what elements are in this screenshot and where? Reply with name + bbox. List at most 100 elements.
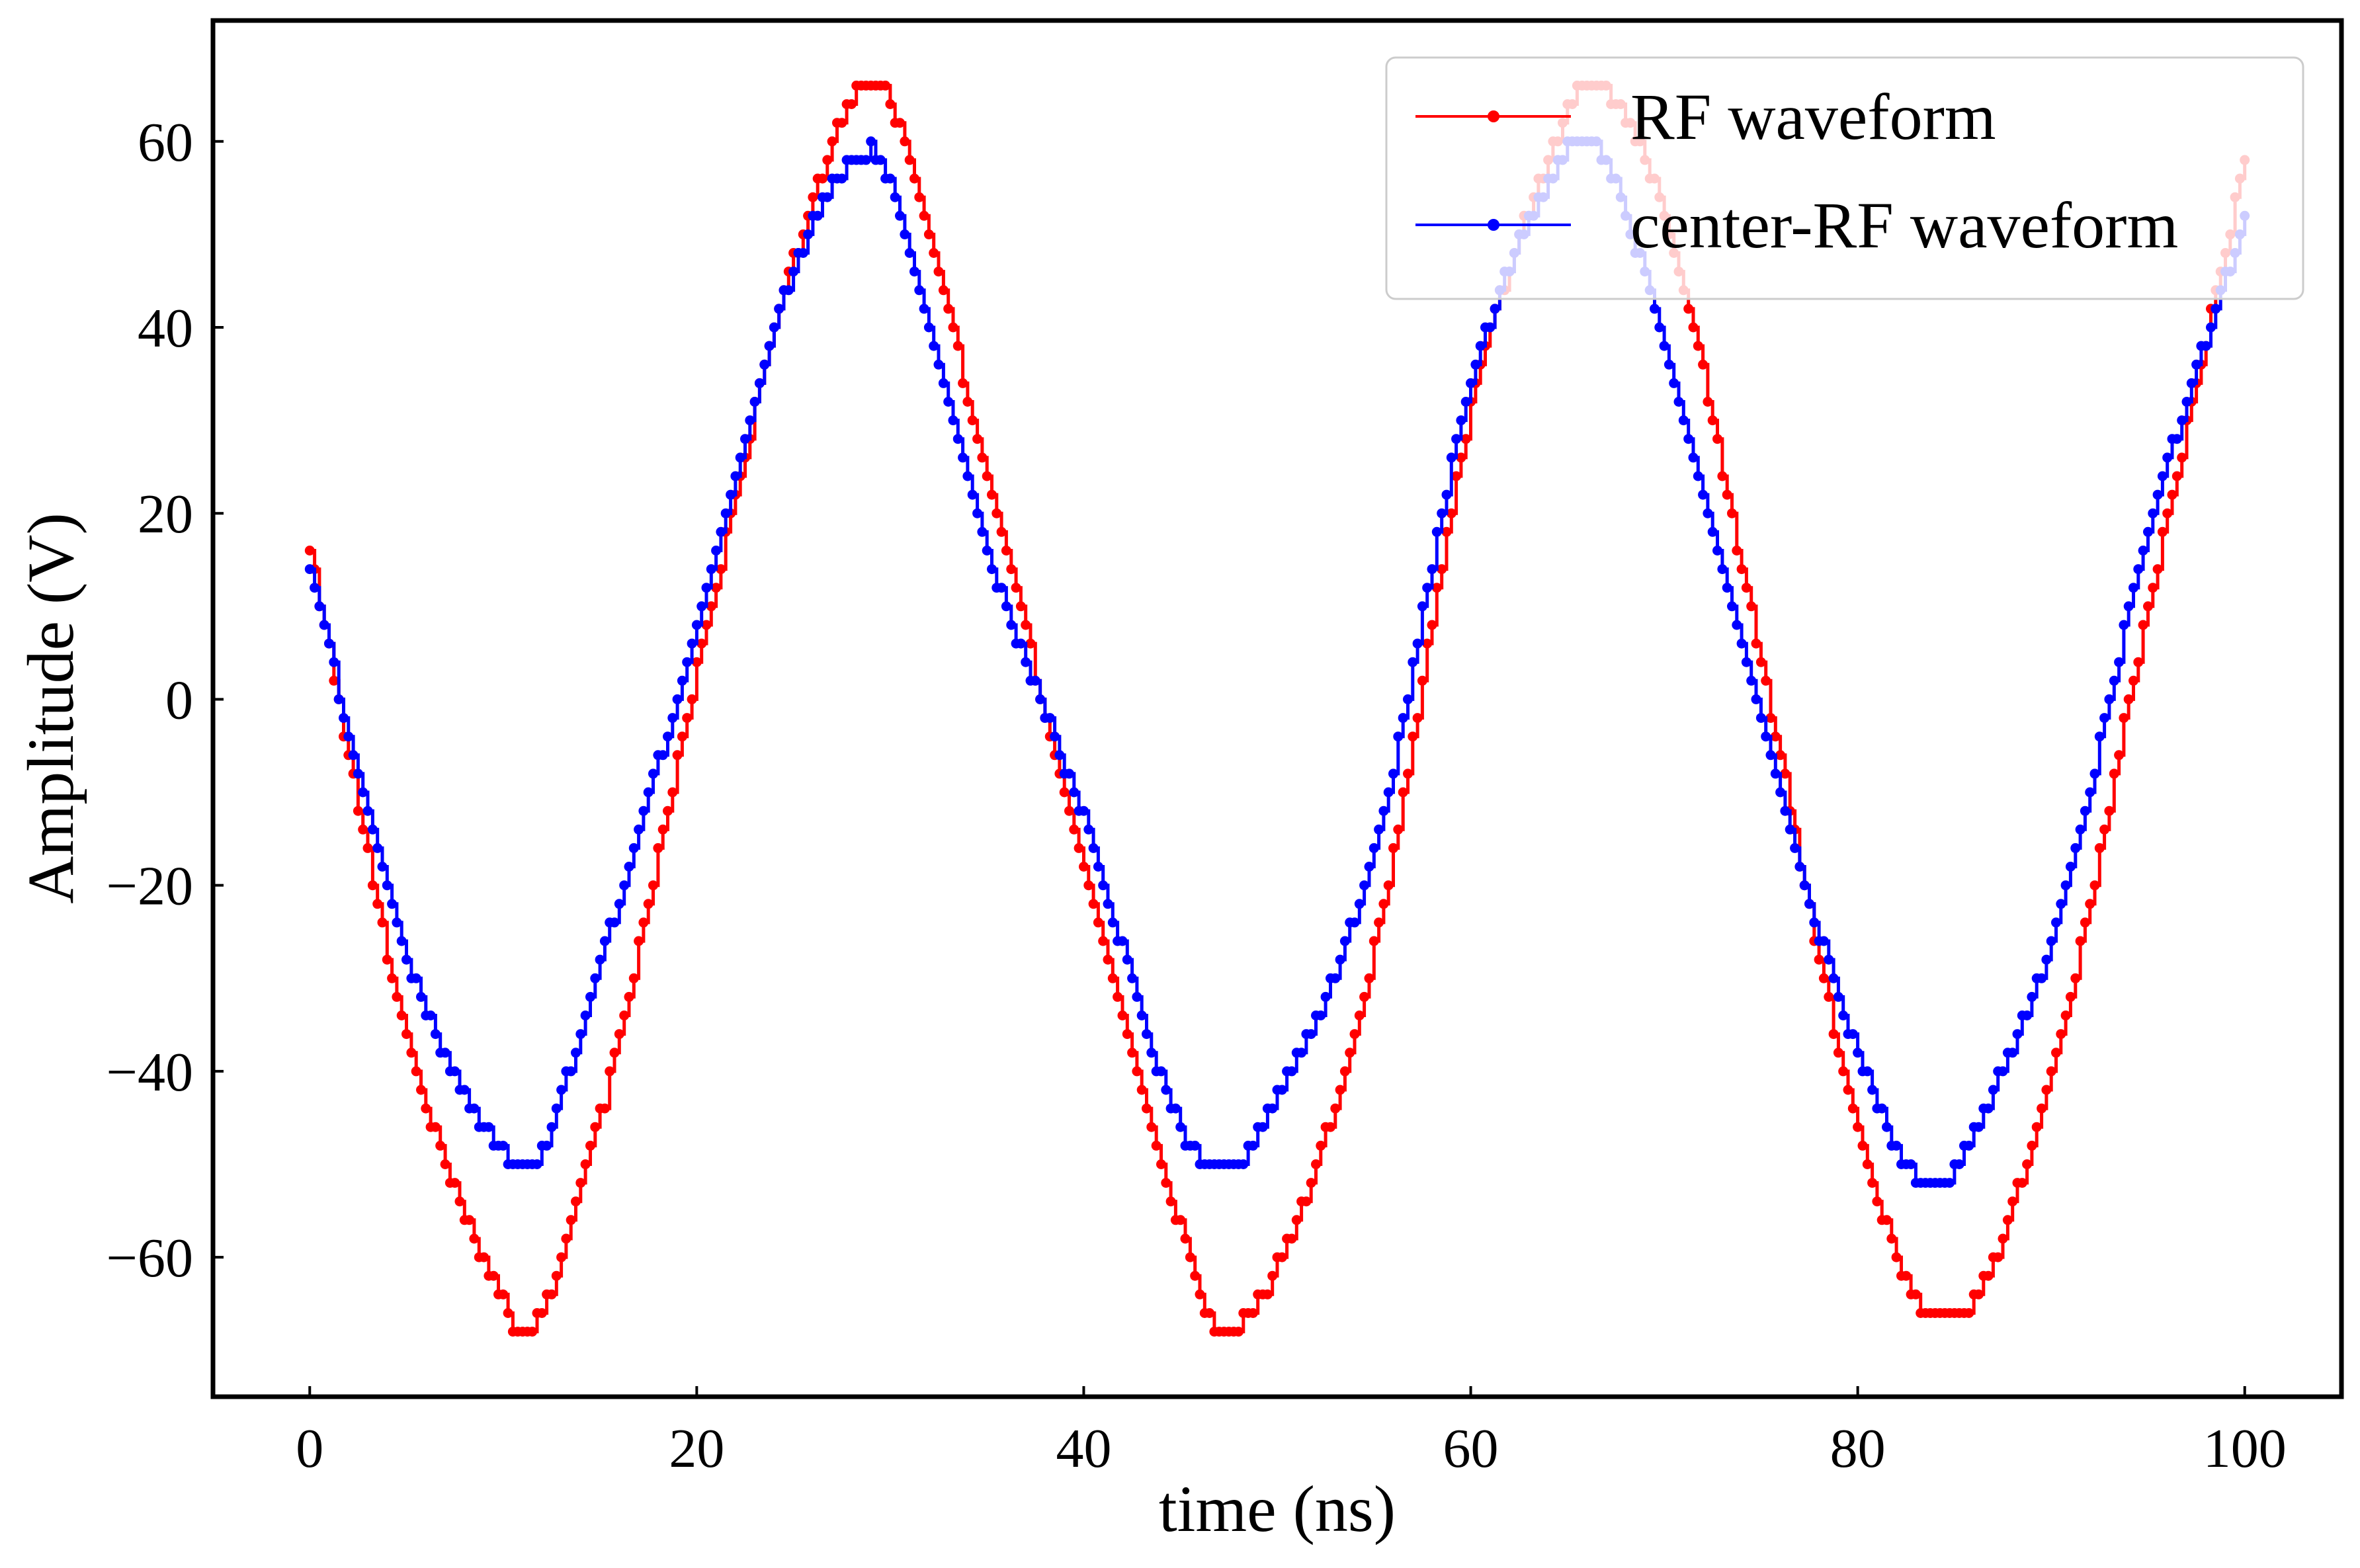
data-point	[730, 471, 741, 481]
data-point	[938, 285, 948, 296]
data-point	[488, 1270, 499, 1281]
data-point	[450, 1178, 460, 1188]
data-point	[1799, 880, 1810, 891]
data-point	[304, 546, 315, 556]
data-point	[2152, 489, 2163, 500]
data-point	[435, 1140, 446, 1151]
data-point	[1698, 489, 1708, 500]
data-point	[2177, 452, 2187, 463]
data-point	[754, 378, 765, 388]
data-point	[2022, 1011, 2033, 1020]
legend-label-0: RF waveform	[1630, 80, 1996, 153]
data-point	[1446, 508, 1456, 518]
data-point	[1876, 1103, 1887, 1114]
data-point	[566, 1215, 576, 1225]
data-point	[551, 1103, 562, 1114]
data-point	[2206, 322, 2216, 333]
data-point	[952, 434, 963, 444]
data-point	[1712, 546, 1722, 556]
data-point	[1983, 1103, 1994, 1114]
data-point	[643, 787, 653, 798]
data-point	[595, 954, 605, 965]
data-point	[1079, 805, 1089, 816]
data-point	[1301, 1196, 1312, 1207]
data-point	[590, 1122, 601, 1132]
data-point	[571, 1196, 581, 1207]
y-tick-label: −20	[106, 856, 193, 917]
data-point	[319, 620, 329, 630]
data-point	[1127, 973, 1138, 983]
data-point	[1650, 304, 1660, 314]
data-point	[677, 731, 687, 742]
data-point	[1867, 1178, 1878, 1188]
data-point	[1824, 954, 1834, 965]
data-point	[2070, 973, 2081, 983]
data-point	[1374, 824, 1384, 835]
data-point	[1818, 973, 1829, 983]
data-point	[1306, 1178, 1316, 1188]
data-point	[619, 880, 630, 891]
data-point	[1291, 1215, 1302, 1225]
data-point	[1161, 1085, 1171, 1095]
data-point	[2037, 973, 2047, 983]
data-point	[1765, 713, 1776, 723]
data-point	[2007, 1048, 2018, 1058]
data-point	[923, 322, 934, 333]
data-point	[759, 359, 770, 370]
data-point	[1746, 675, 1757, 686]
data-point	[411, 973, 421, 983]
legend-label-1: center-RF waveform	[1630, 188, 2178, 262]
data-point	[1079, 862, 1089, 872]
data-point	[304, 564, 315, 575]
data-point	[614, 1029, 624, 1040]
data-point	[711, 546, 722, 556]
data-point	[634, 824, 644, 835]
data-point	[2114, 657, 2125, 667]
data-point	[1378, 805, 1389, 816]
data-point	[479, 1252, 489, 1262]
data-point	[1988, 1085, 1998, 1095]
data-point	[1964, 1308, 1974, 1318]
data-point	[1891, 1140, 1902, 1151]
data-point	[1703, 508, 1713, 518]
data-point	[1765, 750, 1776, 761]
data-point	[1117, 936, 1128, 946]
data-point	[2181, 397, 2192, 407]
data-point	[1204, 1308, 1215, 1318]
data-point	[406, 1048, 417, 1058]
data-point	[1103, 954, 1113, 965]
data-point	[2201, 341, 2211, 351]
data-point	[464, 1215, 475, 1225]
data-point	[735, 452, 745, 463]
data-point	[1427, 620, 1437, 630]
data-point	[1736, 638, 1747, 649]
data-point	[682, 657, 693, 667]
data-point	[2162, 508, 2173, 518]
data-point	[532, 1159, 542, 1169]
data-point	[1712, 434, 1722, 444]
data-point	[1998, 1066, 2008, 1077]
data-point	[536, 1308, 547, 1318]
data-point	[1093, 862, 1103, 872]
data-point	[1030, 675, 1040, 686]
data-point	[1132, 1066, 1142, 1077]
data-point	[353, 805, 363, 816]
data-point	[1339, 936, 1350, 946]
data-point	[367, 880, 378, 891]
data-point	[1345, 1048, 1355, 1058]
data-point	[1751, 694, 1761, 704]
data-point	[1746, 601, 1757, 612]
data-point	[314, 601, 325, 612]
data-point	[1824, 991, 1834, 1002]
data-point	[929, 248, 939, 258]
y-tick-label: 0	[165, 669, 193, 731]
y-tick-label: 20	[138, 483, 193, 545]
data-point	[1427, 564, 1437, 575]
data-point	[1974, 1122, 1984, 1132]
data-point	[880, 80, 891, 91]
data-point	[861, 155, 871, 165]
data-point	[1354, 899, 1365, 909]
data-point	[943, 304, 954, 314]
data-point	[1107, 973, 1118, 983]
data-point	[1847, 1029, 1858, 1040]
